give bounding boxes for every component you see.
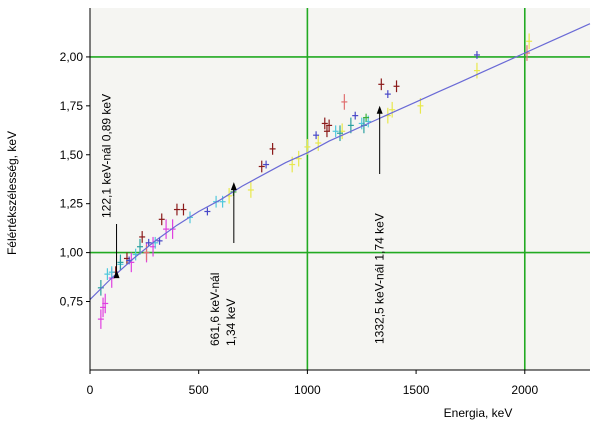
data-point bbox=[315, 135, 322, 151]
y-tick-label: 1,75 bbox=[60, 99, 84, 113]
y-tick-label: 1,00 bbox=[60, 246, 84, 260]
data-point bbox=[97, 279, 104, 296]
x-tick-label: 0 bbox=[87, 383, 94, 397]
data-point bbox=[102, 293, 109, 314]
data-point bbox=[104, 268, 111, 280]
data-point bbox=[417, 98, 424, 114]
plot-area bbox=[90, 8, 590, 370]
annotation-122-kev: 122,1 keV-nál 0,89 keV bbox=[100, 94, 114, 218]
x-tick-label: 1500 bbox=[403, 383, 430, 397]
data-point bbox=[337, 125, 343, 142]
data-point bbox=[389, 101, 396, 118]
grid bbox=[90, 8, 590, 370]
data-point bbox=[326, 119, 333, 132]
data-point bbox=[117, 254, 124, 271]
data-point bbox=[393, 80, 400, 93]
x-axis-title: Energia, keV bbox=[444, 406, 513, 420]
data-point bbox=[263, 160, 270, 169]
data-point bbox=[473, 51, 480, 59]
data-point bbox=[363, 113, 370, 122]
annotations: 122,1 keV-nál 0,89 keV 661,6 keV-nál 1,3… bbox=[100, 94, 387, 346]
data-point bbox=[139, 231, 146, 243]
data-point bbox=[247, 182, 254, 198]
data-point bbox=[173, 203, 180, 216]
y-tick-label: 2,00 bbox=[60, 50, 84, 64]
data-point bbox=[352, 111, 359, 120]
annotation-1332-kev-arrowhead bbox=[376, 105, 383, 114]
data-point bbox=[473, 62, 480, 79]
data-point bbox=[108, 266, 115, 279]
data-point bbox=[321, 117, 328, 130]
axes: 0,75 1,00 1,25 1,50 1,75 2,00 0 500 1000 1500 2000 bbox=[60, 8, 590, 397]
data-point bbox=[384, 90, 391, 99]
y-tick-label: 1,50 bbox=[60, 148, 84, 162]
annotation-661-kev-line1: 661,6 keV-nál bbox=[208, 273, 222, 346]
annotation-661-kev-arrowhead bbox=[230, 182, 237, 191]
annotation-1332-kev: 1332,5 keV-nál 1,74 keV bbox=[373, 213, 387, 344]
data-point bbox=[313, 131, 320, 140]
x-tick-label: 2000 bbox=[511, 383, 538, 397]
annotation-122-kev-arrowhead bbox=[113, 270, 120, 279]
y-tick-label: 0,75 bbox=[60, 295, 84, 309]
data-point bbox=[97, 309, 104, 329]
data-point bbox=[347, 117, 354, 134]
x-tick-label: 1000 bbox=[294, 383, 321, 397]
fit-curve bbox=[89, 23, 591, 301]
data-point bbox=[341, 94, 348, 110]
y-axis-title: Félértékszélesség, keV bbox=[5, 131, 19, 255]
annotation-661-kev-line2: 1,34 keV bbox=[224, 299, 238, 346]
data-point bbox=[378, 78, 385, 91]
data-point bbox=[295, 150, 302, 167]
y-tick-label: 1,25 bbox=[60, 197, 84, 211]
data-point bbox=[137, 238, 143, 255]
x-tick-label: 500 bbox=[189, 383, 209, 397]
data-point bbox=[332, 125, 339, 138]
data-point bbox=[526, 33, 533, 50]
data-point bbox=[204, 207, 211, 216]
data-point bbox=[180, 203, 187, 216]
data-point bbox=[269, 143, 276, 155]
data-point bbox=[158, 213, 165, 226]
data-point bbox=[258, 160, 265, 173]
data-point bbox=[163, 219, 170, 239]
